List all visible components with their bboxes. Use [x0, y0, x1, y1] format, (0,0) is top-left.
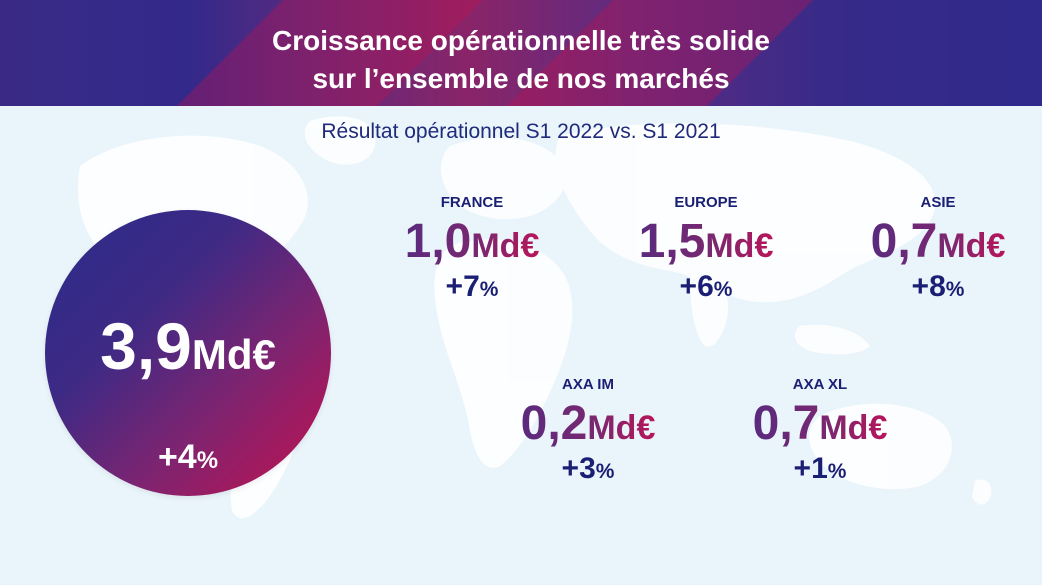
region-growth-unit: % [945, 278, 965, 301]
region-growth-value: +1 [793, 452, 828, 485]
total-growth-unit: % [196, 447, 219, 474]
region-amount-unit: Md€ [819, 409, 888, 447]
region-asie: ASIE 0,7Md€ +8% [838, 194, 1038, 304]
region-amount-value: 0,2 [520, 397, 588, 450]
world-map-background [78, 116, 992, 519]
region-label: AXA XL [792, 376, 848, 393]
region-label: FRANCE [440, 194, 504, 211]
page-subtitle: Résultat opérationnel S1 2022 vs. S1 202… [321, 120, 721, 143]
region-amount: 1,0Md€ [405, 216, 540, 268]
region-amount-unit: Md€ [471, 227, 540, 265]
region-growth-unit: % [713, 278, 733, 301]
region-growth: +7% [372, 270, 572, 304]
region-growth-value: +6 [679, 270, 714, 303]
region-amount-value: 1,0 [404, 215, 472, 268]
region-growth-value: +8 [911, 270, 946, 303]
region-label: ASIE [920, 194, 956, 211]
region-axa-xl: AXA XL 0,7Md€ +1% [720, 376, 920, 486]
region-label: EUROPE [674, 194, 738, 211]
region-amount-value: 0,7 [870, 215, 938, 268]
region-amount-unit: Md€ [937, 227, 1006, 265]
total-amount: 3,9Md€ [45, 308, 331, 384]
region-growth: +3% [488, 452, 688, 486]
region-france: FRANCE 1,0Md€ +7% [372, 194, 572, 304]
region-growth: +1% [720, 452, 920, 486]
total-circle: 3,9Md€ +4% [45, 210, 331, 496]
region-growth: +6% [606, 270, 806, 304]
region-amount-unit: Md€ [705, 227, 774, 265]
title-line-2: sur l’ensemble de nos marchés [312, 63, 730, 94]
region-amount: 0,7Md€ [753, 398, 888, 450]
region-amount-value: 1,5 [638, 215, 706, 268]
region-amount: 0,2Md€ [521, 398, 656, 450]
region-growth: +8% [838, 270, 1038, 304]
region-growth-unit: % [479, 278, 499, 301]
region-amount: 0,7Md€ [871, 216, 1006, 268]
header-banner: Croissance opérationnelle très solide su… [0, 0, 1042, 106]
region-growth-value: +7 [445, 270, 480, 303]
total-growth-value: +4 [157, 438, 197, 476]
region-amount-value: 0,7 [752, 397, 820, 450]
region-amount: 1,5Md€ [639, 216, 774, 268]
region-amount-unit: Md€ [587, 409, 656, 447]
region-growth-unit: % [595, 460, 615, 483]
total-amount-value: 3,9 [100, 309, 192, 383]
region-europe: EUROPE 1,5Md€ +6% [606, 194, 806, 304]
region-axa-im: AXA IM 0,2Md€ +3% [488, 376, 688, 486]
region-growth-value: +3 [561, 452, 596, 485]
title-line-1: Croissance opérationnelle très solide [272, 25, 770, 56]
page-title: Croissance opérationnelle très solide su… [0, 22, 1042, 98]
total-amount-unit: Md€ [191, 331, 276, 378]
total-growth: +4% [45, 438, 331, 477]
region-growth-unit: % [827, 460, 847, 483]
region-label: AXA IM [562, 376, 614, 393]
